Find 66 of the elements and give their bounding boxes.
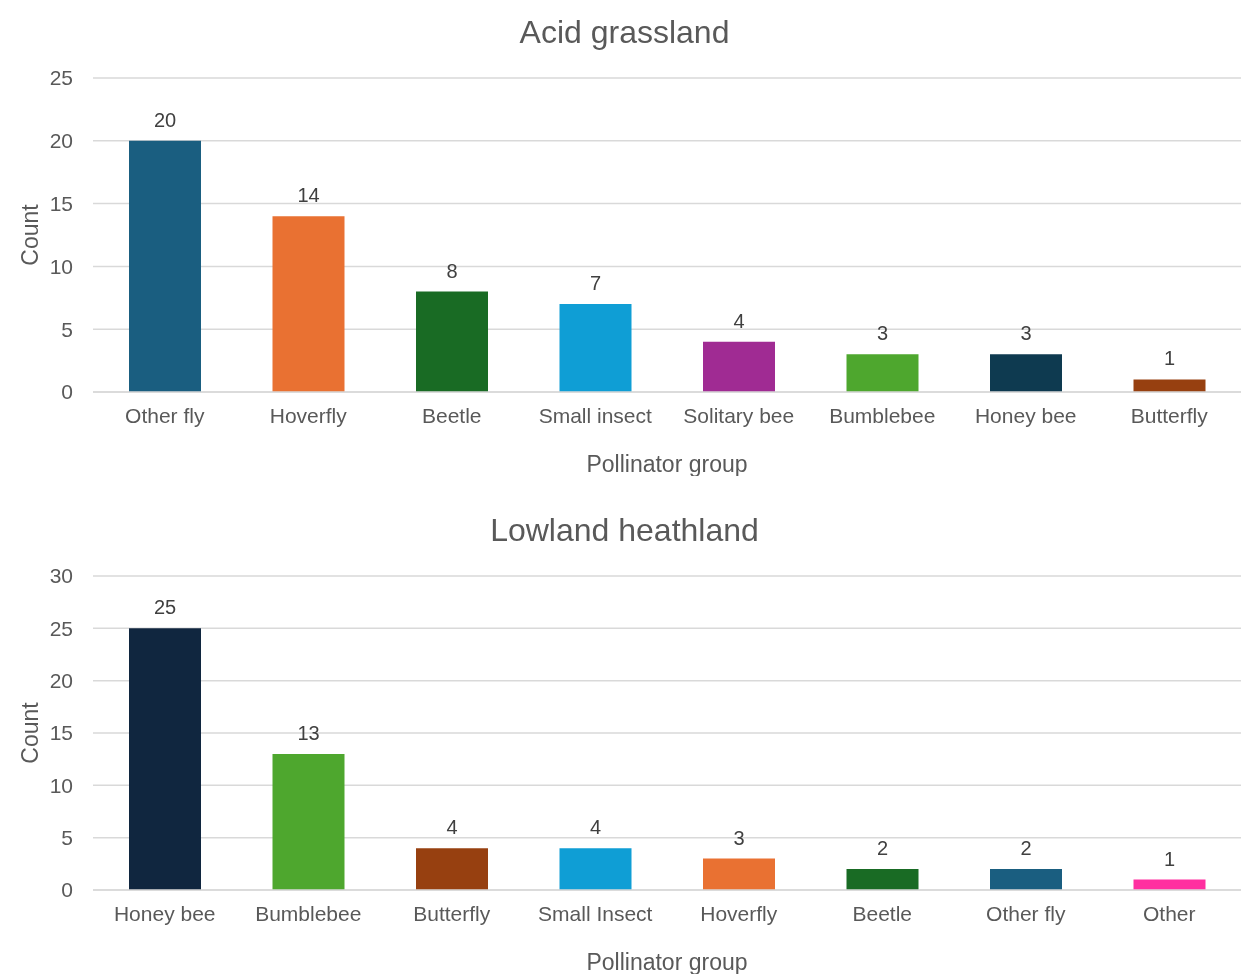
data-label: 13 [297, 721, 320, 744]
bar [272, 216, 345, 392]
bar [272, 753, 345, 890]
data-label: 4 [589, 816, 602, 839]
x-tick-label: Solitary bee [683, 403, 795, 427]
chart-title: Acid grassland [518, 13, 731, 52]
y-tick-label: 0 [61, 380, 73, 404]
bar [703, 858, 775, 890]
chart-title: Lowland heathland [489, 511, 760, 550]
data-label: 7 [589, 272, 602, 295]
bar [846, 354, 919, 392]
x-tick-label: Hoverfly [700, 901, 778, 925]
data-label: 3 [1020, 322, 1032, 345]
y-tick-label: 20 [49, 129, 73, 153]
bar [129, 628, 201, 890]
data-label: 14 [297, 184, 320, 207]
x-tick-label: Other [1142, 901, 1196, 925]
data-label: 1 [1163, 347, 1176, 370]
y-tick-label: 30 [49, 564, 73, 588]
x-tick-label: Small Insect [538, 901, 653, 925]
y-tick-label: 15 [49, 721, 73, 745]
data-label: 4 [733, 309, 745, 332]
x-tick-label: Other fly [986, 901, 1066, 925]
bar [990, 869, 1062, 890]
x-tick-label: Butterfly [1130, 403, 1209, 427]
bar [703, 341, 775, 392]
y-tick-label: 25 [49, 66, 73, 90]
y-axis-title: Count [17, 701, 44, 764]
y-tick-label: 5 [61, 826, 73, 850]
x-tick-label: Butterfly [413, 901, 491, 925]
data-label: 20 [153, 108, 177, 131]
data-label: 3 [876, 322, 889, 345]
data-label: 25 [153, 596, 177, 619]
x-tick-label: Beetle [421, 403, 482, 427]
y-tick-label: 5 [61, 317, 73, 341]
x-tick-label: Honey bee [974, 403, 1077, 427]
bar [129, 140, 201, 392]
bar [846, 869, 919, 890]
x-tick-label: Other fly [125, 403, 205, 427]
y-tick-label: 0 [61, 878, 73, 902]
x-tick-label: Honey bee [113, 901, 216, 925]
data-label: 8 [446, 259, 458, 282]
x-tick-label: Small insect [538, 403, 653, 427]
y-tick-label: 10 [49, 773, 73, 797]
bar [1133, 379, 1206, 392]
data-label: 4 [446, 816, 458, 839]
y-axis-title: Count [17, 203, 44, 266]
data-label: 1 [1163, 847, 1176, 870]
y-tick-label: 25 [49, 616, 73, 640]
y-tick-label: 20 [49, 669, 73, 693]
data-label: 3 [733, 826, 745, 849]
y-tick-label: 15 [49, 192, 73, 216]
x-axis-title: Pollinator group [586, 451, 748, 477]
x-tick-label: Beetle [852, 901, 913, 925]
x-tick-label: Bumblebee [255, 901, 362, 925]
x-axis-title: Pollinator group [586, 949, 748, 975]
bar [990, 354, 1062, 392]
bar [416, 291, 488, 392]
x-tick-label: Bumblebee [829, 403, 936, 427]
bar [559, 304, 632, 392]
data-label: 2 [1020, 837, 1032, 860]
bar [559, 848, 632, 890]
data-label: 2 [876, 837, 889, 860]
x-tick-label: Hoverfly [269, 403, 348, 427]
y-tick-label: 10 [49, 254, 73, 278]
bar [416, 848, 488, 890]
